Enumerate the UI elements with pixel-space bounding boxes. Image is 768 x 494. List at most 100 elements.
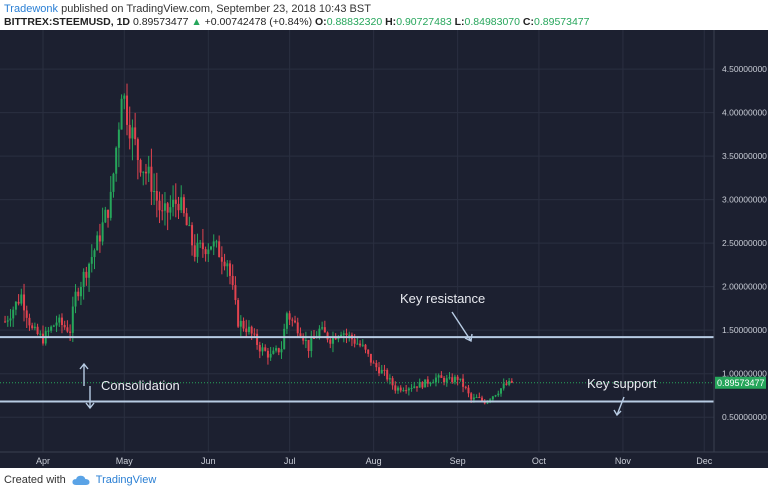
y-tick-label: 1.00000000	[722, 369, 767, 379]
candle-body	[60, 317, 63, 326]
candle-body	[142, 171, 145, 173]
consolidation-arrow-down-head-icon	[85, 402, 95, 410]
candle-body	[502, 383, 505, 389]
candle-body	[128, 124, 131, 139]
close-label: C:	[522, 16, 535, 28]
candle-body	[353, 339, 356, 344]
candle-body	[256, 333, 259, 345]
candle-body	[247, 326, 250, 333]
price-chart[interactable]: 0.50000000 1.00000000 1.50000000 2.00000000…	[0, 30, 768, 468]
candle-body	[489, 399, 492, 401]
candle-body	[510, 380, 513, 383]
candle-body	[85, 271, 88, 278]
y-tick-label: 3.50000000	[722, 151, 767, 161]
candle-body	[71, 306, 74, 333]
candle-body	[453, 376, 456, 383]
candle-body	[153, 190, 156, 192]
candle-body	[367, 349, 370, 354]
x-tick-label: Aug	[366, 456, 382, 466]
candle-body	[218, 241, 221, 258]
publish-line: Tradewonk published on TradingView.com, …	[4, 3, 371, 15]
candle-body	[356, 343, 359, 345]
candle-body	[191, 225, 194, 246]
candle-body	[378, 367, 381, 374]
candle-body	[115, 147, 118, 174]
candle-body	[107, 209, 110, 218]
candle-body	[508, 380, 511, 385]
candle-body	[58, 317, 61, 323]
candle-body	[451, 377, 454, 383]
candle-body	[25, 310, 28, 318]
candle-body	[475, 397, 478, 399]
candle-body	[50, 326, 53, 331]
candle-body	[405, 390, 408, 392]
y-tick-label: 4.50000000	[722, 64, 767, 74]
open-label: O:	[315, 16, 327, 28]
y-tick-label: 0.50000000	[722, 412, 767, 422]
candle-body	[188, 225, 191, 227]
candle-body	[134, 127, 137, 140]
candle-body	[342, 333, 345, 335]
candle-body	[79, 286, 82, 297]
candle-body	[407, 388, 410, 391]
y-tick-label: 2.50000000	[722, 238, 767, 248]
consolidation-arrow-up-head-icon	[79, 362, 89, 370]
candle-body	[163, 203, 166, 211]
candle-body	[131, 127, 134, 139]
candle-body	[296, 322, 299, 334]
candle-body	[39, 333, 42, 335]
tradingview-cloud-icon	[72, 475, 90, 485]
candle-body	[323, 327, 326, 333]
candle-body	[42, 333, 44, 344]
x-tick-label: Sep	[450, 456, 466, 466]
candle-body	[310, 338, 313, 351]
symbol-name[interactable]: BITTREX:STEEMUSD, 1D	[4, 16, 131, 28]
candle-body	[239, 320, 242, 327]
candle-body	[14, 301, 17, 310]
candle-body	[150, 166, 153, 192]
candle-body	[386, 370, 389, 380]
candle-body	[348, 334, 351, 336]
candle-body	[440, 375, 443, 378]
candle-body	[155, 190, 158, 201]
candle-body	[77, 291, 80, 297]
candle-body	[126, 95, 129, 125]
grid	[0, 30, 714, 452]
support-arrow-head-icon	[613, 409, 622, 417]
candles	[4, 83, 513, 405]
candle-body	[172, 199, 175, 208]
candle-body	[285, 313, 288, 329]
candle-body	[234, 285, 237, 301]
candle-body	[391, 378, 394, 386]
candle-body	[112, 173, 115, 192]
candle-body	[464, 386, 467, 388]
x-tick-label: Dec	[696, 456, 713, 466]
candle-body	[434, 377, 437, 383]
low-value: 0.84983070	[464, 16, 520, 28]
candle-body	[161, 210, 164, 212]
candle-body	[291, 319, 294, 321]
author-link[interactable]: Tradewonk	[4, 3, 59, 15]
annotation-key-resistance: Key resistance	[400, 291, 485, 306]
time-axis: Apr May Jun Jul Aug Sep Oct Nov Dec	[36, 456, 713, 466]
candle-body	[180, 197, 183, 211]
candle-body	[499, 388, 502, 394]
candle-body	[36, 326, 39, 335]
candle-body	[220, 257, 223, 262]
candle-body	[375, 363, 378, 368]
candle-body	[413, 386, 416, 388]
x-tick-label: Apr	[36, 456, 50, 466]
candle-body	[12, 309, 15, 319]
tradingview-brand-link[interactable]: TradingView	[95, 474, 157, 486]
current-price-tag: 0.89573477	[715, 376, 766, 389]
candle-body	[117, 129, 120, 148]
candle-body	[120, 98, 123, 130]
candle-body	[299, 333, 302, 337]
candle-body	[340, 334, 343, 337]
candle-body	[193, 245, 196, 257]
candle-body	[399, 387, 402, 391]
candle-body	[245, 328, 248, 333]
chart-area[interactable]: 0.50000000 1.00000000 1.50000000 2.00000000…	[0, 30, 768, 468]
candle-body	[505, 383, 508, 385]
candle-body	[472, 397, 475, 400]
